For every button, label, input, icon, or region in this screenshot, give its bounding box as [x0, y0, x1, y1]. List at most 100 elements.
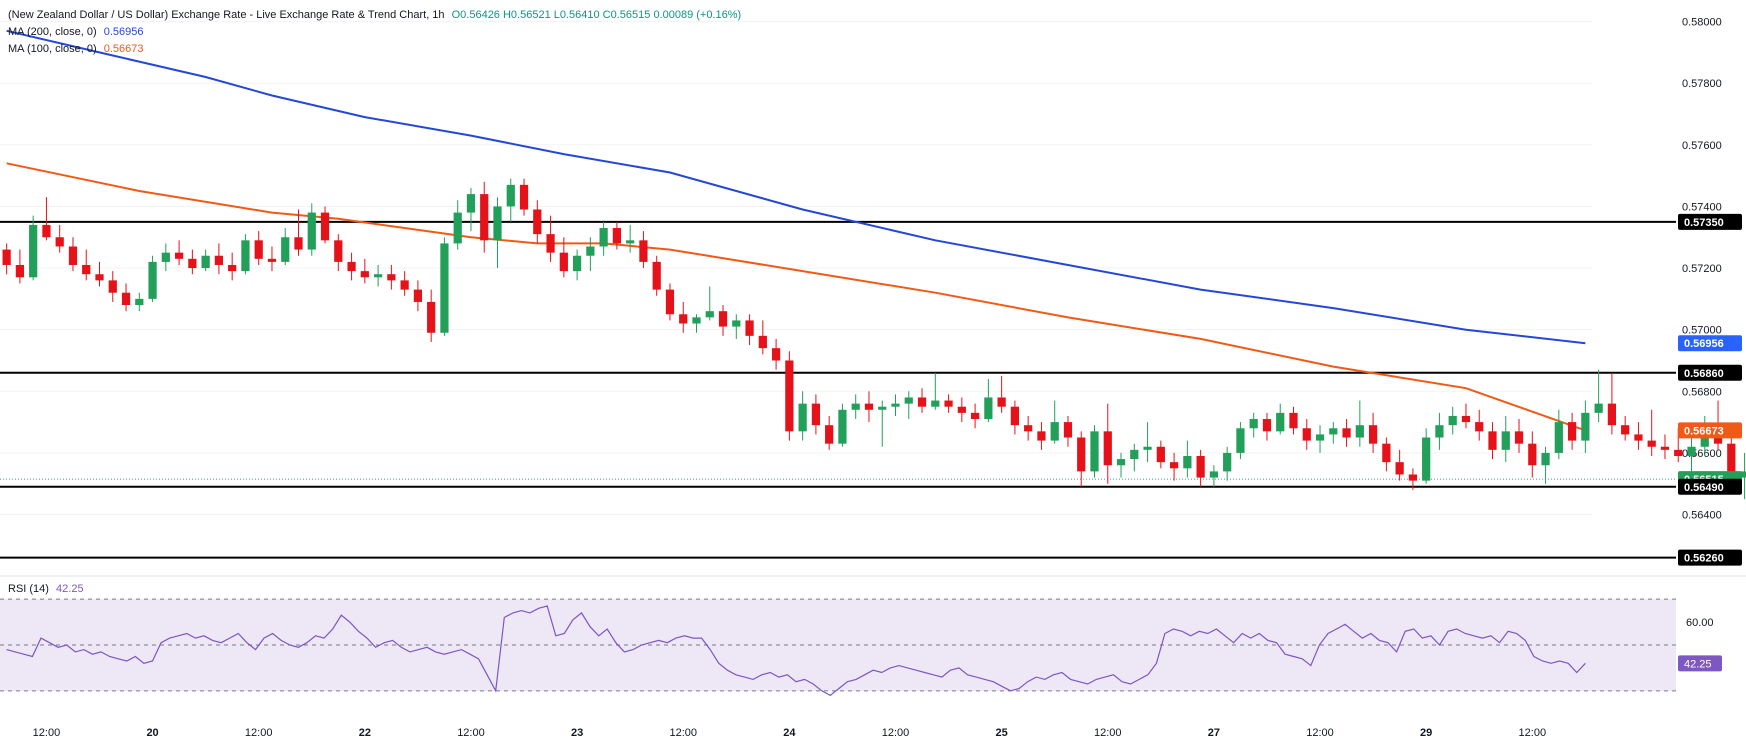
- ma100-line: [6, 162, 1586, 432]
- candle: [1116, 452, 1126, 478]
- candle-body: [1501, 431, 1510, 450]
- candle: [851, 394, 860, 420]
- candle: [148, 255, 157, 302]
- candle: [1143, 422, 1152, 463]
- candle-body: [1461, 415, 1471, 423]
- candle-body: [360, 271, 369, 278]
- candle-body: [373, 274, 383, 278]
- time-axis-label: 24: [783, 727, 796, 739]
- candle: [254, 231, 263, 265]
- candle: [652, 255, 661, 296]
- candle: [108, 271, 117, 302]
- candle: [878, 400, 887, 447]
- candle: [1634, 422, 1643, 450]
- time-axis-label: 12:00: [1306, 727, 1334, 739]
- candle-body: [904, 397, 913, 404]
- ma100-legend[interactable]: MA (100, close, 0) 0.56673: [8, 43, 143, 55]
- candle-body: [1116, 459, 1126, 466]
- candle-body: [427, 301, 436, 333]
- candle: [771, 338, 781, 370]
- rsi-tick-label: 60.00: [1686, 617, 1714, 629]
- candle: [891, 394, 900, 416]
- candle-body: [1435, 425, 1444, 438]
- candle: [1077, 431, 1086, 487]
- candle: [745, 314, 754, 346]
- candle-body: [506, 184, 515, 207]
- candle-body: [108, 280, 117, 293]
- candle: [1024, 415, 1033, 441]
- candle-body: [241, 240, 250, 272]
- time-axis-label: 12:00: [33, 727, 61, 739]
- rsi-label: RSI (14): [8, 583, 49, 595]
- candle-body: [1236, 428, 1245, 453]
- candle-body: [267, 258, 277, 262]
- candle-body: [519, 184, 529, 210]
- time-axis-label: 25: [996, 727, 1008, 739]
- candle-body: [1541, 452, 1550, 466]
- candle: [917, 388, 927, 413]
- candle: [1541, 446, 1550, 484]
- time-axis-label: 22: [359, 727, 371, 739]
- rsi-legend[interactable]: RSI (14) 42.25: [8, 583, 84, 595]
- candle: [480, 181, 489, 253]
- candle-body: [121, 292, 131, 306]
- candle-body: [334, 240, 343, 262]
- candle: [1435, 412, 1444, 450]
- candle: [1050, 400, 1059, 444]
- candle-body: [533, 209, 542, 235]
- candle-body: [1169, 462, 1179, 469]
- candle: [1448, 406, 1457, 435]
- price-tick-label: 0.57600: [1682, 140, 1722, 152]
- candle-body: [586, 246, 595, 256]
- candle-body: [188, 258, 197, 269]
- candle: [55, 224, 64, 253]
- candle-body: [825, 425, 834, 444]
- candle-body: [626, 240, 635, 244]
- candle-body: [1674, 449, 1683, 456]
- candle-body: [135, 298, 144, 306]
- candle: [1196, 449, 1205, 487]
- candle-body: [1687, 446, 1696, 456]
- rsi-value-tag-bg: [1678, 655, 1722, 672]
- candle-body: [1395, 462, 1404, 475]
- price-tick-label: 0.57800: [1682, 78, 1722, 90]
- candle-body: [1342, 428, 1351, 438]
- candle: [1289, 406, 1298, 435]
- candle-body: [692, 317, 701, 324]
- candle: [626, 224, 635, 253]
- level-price-tag: 0.56260: [1684, 553, 1724, 565]
- candle-body: [214, 255, 224, 265]
- candle: [1010, 400, 1020, 435]
- candle: [400, 271, 409, 296]
- candle: [957, 397, 966, 423]
- rsi-line: [6, 605, 1586, 697]
- candle: [931, 372, 940, 410]
- candle-body: [559, 252, 568, 272]
- ma200-label: MA (200, close, 0): [8, 26, 97, 38]
- candle-body: [1422, 437, 1431, 481]
- candle: [572, 249, 582, 281]
- ma200-legend[interactable]: MA (200, close, 0) 0.56956: [8, 26, 143, 38]
- candle-body: [1262, 419, 1272, 432]
- candle-body: [1607, 403, 1617, 426]
- candle-body: [1647, 440, 1656, 447]
- candle: [201, 249, 210, 272]
- candle: [161, 243, 170, 272]
- candle: [1660, 434, 1670, 460]
- candle: [1130, 443, 1139, 472]
- candle: [440, 237, 449, 336]
- candle-body: [599, 228, 608, 247]
- candle-body: [174, 252, 184, 259]
- candle-body: [161, 252, 170, 262]
- candle: [506, 178, 515, 222]
- candle-body: [1037, 431, 1046, 441]
- candle-body: [1621, 425, 1630, 435]
- candle-body: [1050, 422, 1059, 441]
- time-axis-label: 23: [571, 727, 583, 739]
- rsi-legend-value: 42.25: [56, 583, 84, 595]
- candle-body: [785, 360, 794, 432]
- ma-price-tag: 0.56673: [1684, 425, 1724, 437]
- candle: [453, 200, 462, 250]
- candle: [758, 320, 767, 355]
